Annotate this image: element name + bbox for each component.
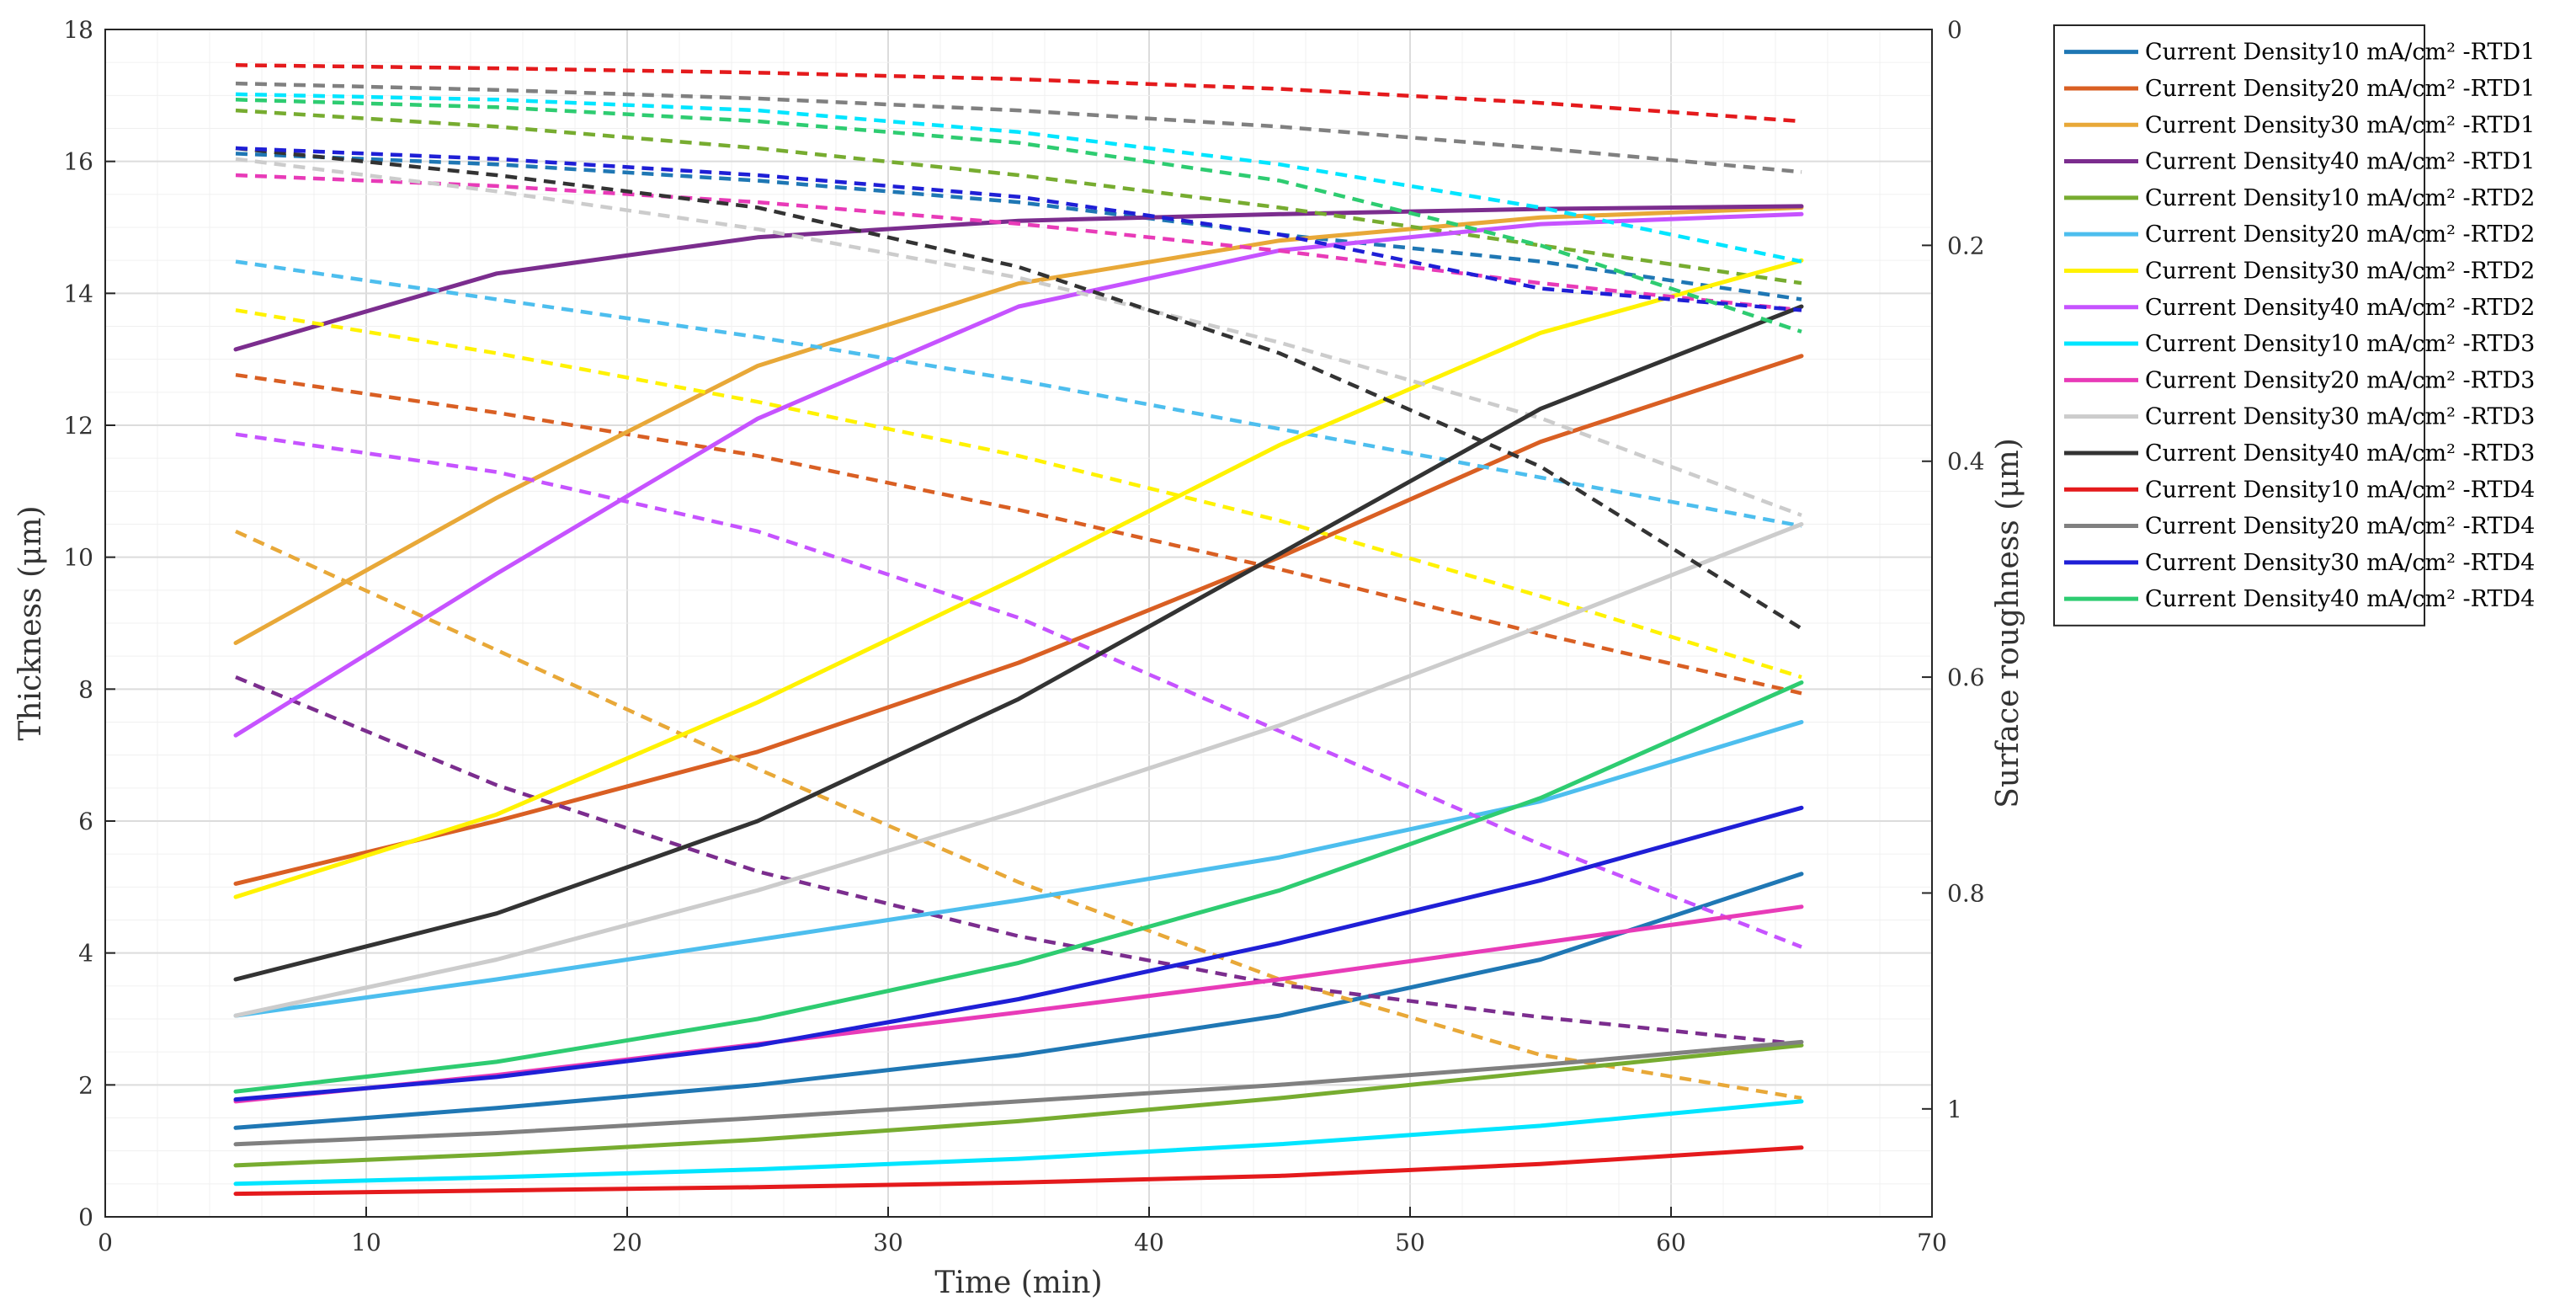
- series-line-thickness-1: [233, 872, 1804, 1130]
- series-line-thickness-15: [233, 805, 1804, 1102]
- y-left-tick-label: 4: [78, 940, 93, 968]
- series-line-roughness-10: [235, 173, 1802, 312]
- legend-label: Current Density30 mA/cm² -RTD4: [2145, 550, 2535, 576]
- series-line-roughness-3: [235, 529, 1802, 1101]
- series-line-roughness-4: [235, 675, 1802, 1047]
- y-right-tick-label: 1: [1947, 1096, 1962, 1123]
- legend-label: Current Density20 mA/cm² -RTD3: [2145, 367, 2535, 393]
- y-axis-right-title: Surface roughness (μm): [1991, 438, 2025, 808]
- x-axis-title: Time (min): [934, 1266, 1102, 1300]
- series-line-roughness-8: [235, 432, 1802, 949]
- x-tick-label: 70: [1917, 1229, 1947, 1256]
- legend-label: Current Density10 mA/cm² -RTD4: [2145, 477, 2535, 503]
- series-line-roughness-2: [235, 372, 1802, 696]
- y-right-tick-label: 0.8: [1947, 879, 1985, 907]
- x-tick-label: 60: [1656, 1229, 1686, 1256]
- series-line-roughness-12: [235, 146, 1803, 631]
- y-right-tick-label: 0.4: [1947, 448, 1985, 476]
- plot-area: [104, 29, 1933, 1218]
- y-left-tick-label: 2: [78, 1071, 93, 1099]
- x-tick-label: 40: [1134, 1229, 1164, 1256]
- x-tick-label: 30: [873, 1229, 903, 1256]
- series-line-roughness-11: [235, 157, 1802, 517]
- legend-label: Current Density40 mA/cm² -RTD3: [2145, 440, 2535, 467]
- series-line-roughness-5: [235, 108, 1802, 285]
- legend-label: Current Density40 mA/cm² -RTD4: [2145, 586, 2535, 612]
- series-line-thickness-16: [233, 680, 1804, 1094]
- series-line-roughness-16: [235, 98, 1802, 334]
- series-line-roughness-9: [235, 92, 1802, 264]
- y-left-tick-label: 12: [63, 412, 93, 440]
- series-line-roughness-13: [235, 63, 1802, 124]
- y-left-tick-label: 16: [63, 148, 93, 176]
- legend-label: Current Density40 mA/cm² -RTD2: [2145, 295, 2535, 321]
- legend: Current Density10 mA/cm² -RTD1 Current De…: [2053, 24, 2535, 627]
- series-line-thickness-11: [233, 522, 1804, 1018]
- legend-label: Current Density30 mA/cm² -RTD1: [2145, 112, 2535, 138]
- series-line-thickness-6: [233, 720, 1804, 1018]
- legend-label: Current Density30 mA/cm² -RTD3: [2145, 404, 2535, 430]
- legend-label: Current Density20 mA/cm² -RTD1: [2145, 76, 2535, 102]
- series-line-thickness-7: [233, 258, 1804, 899]
- legend-label: Current Density30 mA/cm² -RTD2: [2145, 258, 2535, 284]
- legend-label: Current Density20 mA/cm² -RTD2: [2145, 221, 2535, 248]
- x-tick-label: 0: [98, 1229, 113, 1256]
- series-layer: [233, 63, 1804, 1197]
- series-line-roughness-7: [235, 308, 1802, 680]
- series-line-roughness-6: [235, 259, 1802, 528]
- legend-label: Current Density20 mA/cm² -RTD4: [2145, 514, 2535, 540]
- y-left-tick-label: 18: [63, 16, 93, 44]
- x-tick-label: 20: [612, 1229, 642, 1256]
- y-right-tick-label: 0.2: [1947, 232, 1985, 259]
- y-left-tick-label: 8: [78, 675, 93, 703]
- series-line-thickness-9: [233, 1099, 1804, 1187]
- series-line-thickness-12: [233, 304, 1804, 982]
- series-line-roughness-15: [235, 146, 1802, 312]
- y-right-tick-label: 0.6: [1947, 664, 1985, 691]
- y-axis-left-title: Thickness (μm): [13, 505, 48, 740]
- series-line-roughness-14: [235, 81, 1802, 174]
- tick-labels: 0 10 20 30 40 50 60 70 0 2 4 6 8 10 12 14 16 18 0 0.2 0.4 0.6…: [63, 16, 1984, 1256]
- y-left-tick-label: 14: [63, 280, 93, 307]
- series-line-thickness-2: [233, 354, 1804, 886]
- y-left-tick-label: 0: [78, 1203, 93, 1231]
- series-line-roughness-1: [235, 152, 1802, 301]
- series-line-thickness-5: [233, 1043, 1804, 1168]
- series-line-thickness-13: [233, 1145, 1804, 1197]
- series-line-thickness-3: [233, 205, 1804, 645]
- series-line-thickness-4: [233, 204, 1804, 352]
- series-line-thickness-8: [233, 211, 1804, 738]
- legend-label: Current Density10 mA/cm² -RTD3: [2145, 331, 2535, 357]
- x-tick-label: 10: [351, 1229, 381, 1256]
- x-tick-label: 50: [1395, 1229, 1425, 1256]
- legend-label: Current Density10 mA/cm² -RTD2: [2145, 185, 2535, 211]
- legend-label: Current Density10 mA/cm² -RTD1: [2145, 40, 2535, 66]
- series-line-thickness-14: [233, 1039, 1804, 1147]
- legend-label: Current Density40 mA/cm² -RTD1: [2145, 149, 2535, 175]
- y-left-tick-label: 6: [78, 808, 93, 835]
- y-right-tick-label: 0: [1947, 16, 1962, 44]
- y-left-tick-label: 10: [63, 544, 93, 572]
